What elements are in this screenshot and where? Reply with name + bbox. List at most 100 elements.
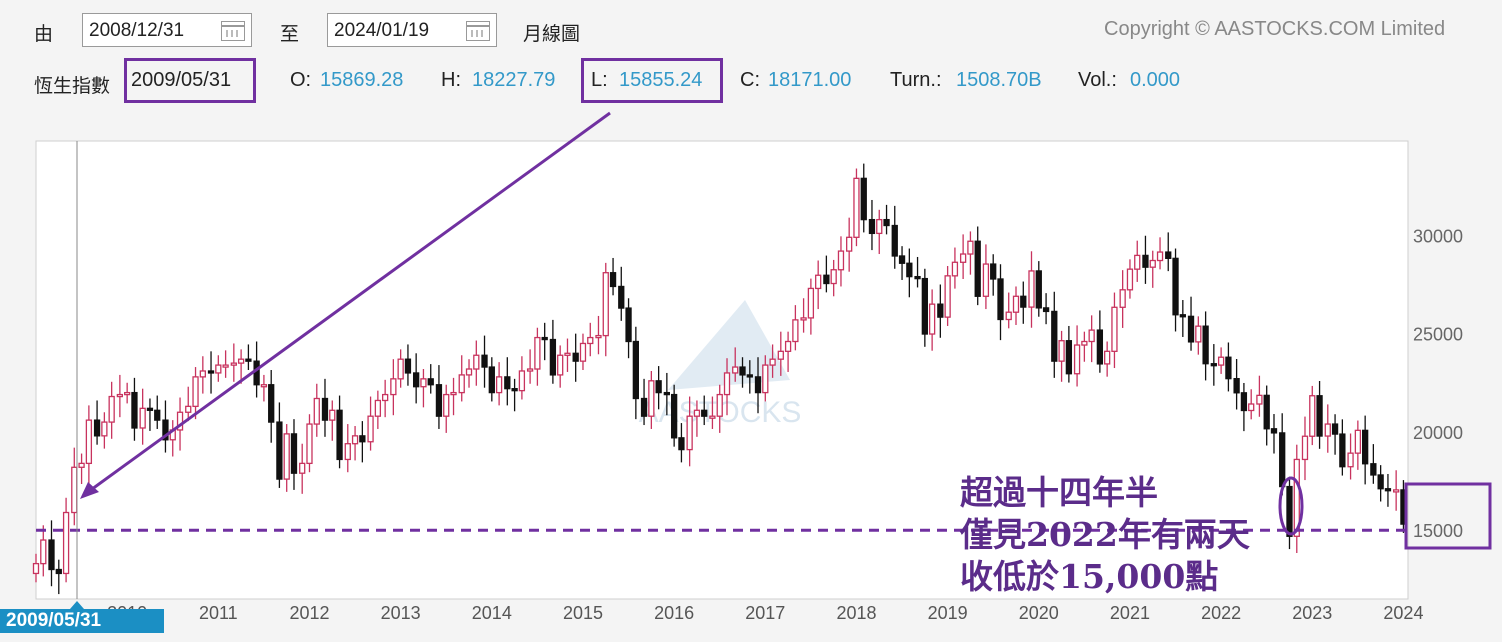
- candle: [1096, 310, 1104, 373]
- candle: [1354, 420, 1362, 470]
- candle: [329, 400, 336, 441]
- x-tick-label: 2023: [1292, 603, 1332, 623]
- candle-body-up: [846, 236, 853, 252]
- candle-body-down: [1020, 295, 1027, 308]
- candle-body-down: [146, 407, 154, 411]
- candle-body-down: [670, 393, 678, 439]
- candle: [481, 335, 488, 388]
- candle-body-down: [891, 224, 898, 257]
- candle: [1195, 316, 1202, 355]
- candle: [951, 247, 959, 289]
- calendar-icon[interactable]: [221, 21, 245, 41]
- candle: [1028, 251, 1035, 328]
- candle: [185, 386, 192, 422]
- candle-body-down: [1042, 307, 1050, 313]
- candle-body-up: [716, 393, 723, 417]
- to-label: 至: [280, 24, 300, 45]
- candle: [215, 355, 222, 382]
- candle-body-down: [359, 435, 366, 443]
- high-label: H:: [441, 69, 461, 91]
- candle-body-up: [1195, 325, 1202, 343]
- candle: [937, 284, 944, 338]
- candle-body-down: [1096, 329, 1104, 365]
- candle-body-down: [1210, 363, 1217, 367]
- x-tick-label: 2015: [563, 603, 603, 623]
- annotation-line-1: 超過十四年半: [960, 473, 1158, 512]
- candle: [1324, 404, 1331, 453]
- candle-body-up: [199, 370, 206, 378]
- y-tick-label: 25000: [1413, 325, 1463, 345]
- low-point-circle: [1278, 476, 1304, 536]
- candle-body-down: [1270, 428, 1278, 434]
- candle: [1126, 259, 1134, 299]
- candle: [1225, 342, 1232, 392]
- candle: [868, 199, 876, 251]
- candle: [85, 405, 93, 485]
- candle-body-down: [1279, 432, 1286, 488]
- candle-body-up: [185, 405, 192, 413]
- candle: [1240, 382, 1248, 432]
- candle-body-down: [481, 354, 488, 368]
- candle-body-up: [1081, 340, 1088, 346]
- candle: [1248, 389, 1255, 420]
- candle: [587, 322, 594, 357]
- candle-body-up: [40, 539, 47, 565]
- candle-body-up: [1005, 311, 1012, 321]
- watermark-logo-shape: [668, 300, 790, 390]
- candle-body-down: [640, 397, 648, 417]
- candle: [162, 400, 169, 453]
- close-value: 18171.00: [768, 69, 852, 91]
- candle: [1142, 235, 1149, 284]
- candle: [784, 331, 792, 372]
- candle: [1256, 375, 1263, 417]
- index-name: 恆生指數: [34, 76, 111, 97]
- candle: [944, 266, 951, 326]
- candle-body-up: [853, 177, 860, 238]
- candle-body-up: [1104, 350, 1111, 365]
- volume-value: 0.000: [1130, 69, 1181, 91]
- candle-body-down: [1331, 423, 1339, 435]
- from-date-input[interactable]: 2008/12/31: [82, 13, 252, 47]
- candle-body-up: [526, 368, 534, 372]
- x-tick-label: 2013: [381, 603, 421, 623]
- x-tick-label: 2021: [1110, 603, 1150, 623]
- candle: [982, 244, 990, 310]
- candle-body-down: [1142, 254, 1149, 268]
- chart-type-label[interactable]: 月線圖: [523, 24, 581, 45]
- candle-body-down: [276, 421, 283, 480]
- candle-body-down: [754, 376, 762, 394]
- low-highlight-box: [581, 58, 723, 103]
- candle-body-up: [1028, 270, 1035, 308]
- candle-body-down: [906, 262, 913, 278]
- candle: [1233, 358, 1240, 410]
- to-date-input[interactable]: 2024/01/19: [327, 13, 497, 47]
- candle: [1149, 250, 1156, 288]
- candle: [344, 424, 351, 473]
- candle-body-down: [321, 397, 329, 421]
- candle: [891, 205, 898, 269]
- candle-body-down: [55, 568, 62, 575]
- candle-body-down: [1233, 377, 1240, 394]
- candle: [853, 168, 860, 247]
- calendar-icon[interactable]: [466, 21, 490, 41]
- candle: [807, 278, 815, 335]
- candle-body-up: [176, 411, 184, 431]
- candle: [990, 254, 997, 296]
- candle: [268, 370, 275, 443]
- candle: [427, 364, 434, 394]
- candle-body-up: [534, 336, 541, 370]
- candle-body-up: [815, 274, 822, 290]
- candle: [1347, 433, 1354, 480]
- candle: [609, 257, 617, 296]
- candle: [693, 400, 701, 437]
- candle-body-up: [458, 374, 465, 394]
- candle-body-up: [579, 342, 587, 362]
- candle-body-up: [283, 433, 290, 480]
- candle: [1081, 331, 1088, 362]
- candle-body-up: [876, 218, 883, 235]
- candle-body-up: [85, 419, 93, 465]
- candle: [504, 357, 511, 406]
- candle: [1058, 330, 1065, 382]
- x-tick-label: 2019: [928, 603, 968, 623]
